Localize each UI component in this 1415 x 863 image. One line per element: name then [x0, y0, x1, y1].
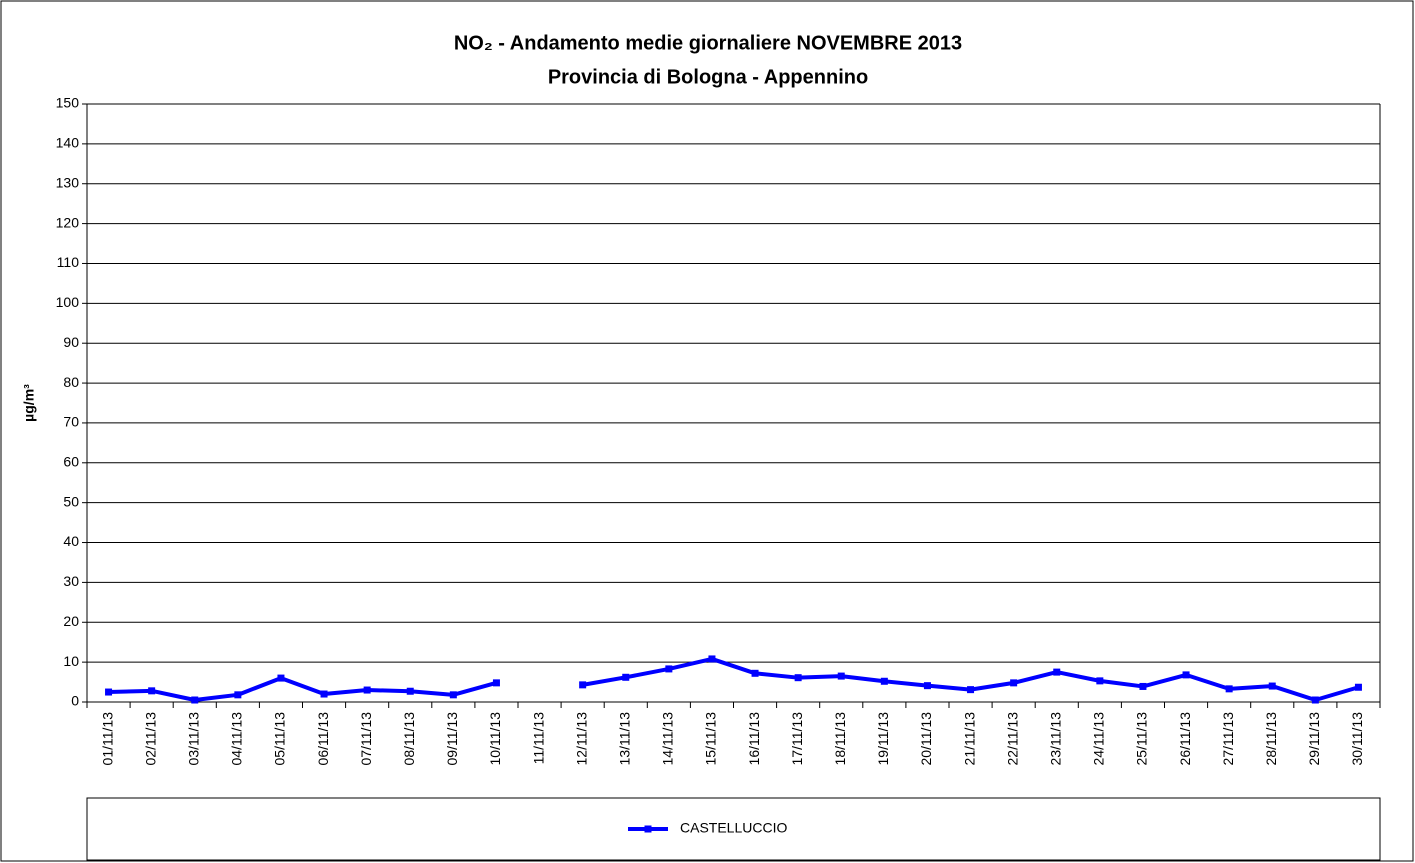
point	[1053, 668, 1061, 676]
point	[449, 691, 457, 699]
point	[492, 679, 500, 687]
point	[1225, 685, 1233, 693]
legend-marker	[644, 825, 652, 833]
x-tick-label: 29/11/13	[1306, 712, 1322, 766]
x-tick-label: 18/11/13	[832, 712, 848, 766]
point	[794, 674, 802, 682]
y-tick-label: 100	[56, 294, 80, 310]
y-tick-label: 20	[63, 613, 79, 629]
x-tick-label: 23/11/13	[1047, 712, 1063, 766]
x-tick-label: 06/11/13	[315, 712, 331, 766]
x-tick-label: 14/11/13	[660, 712, 676, 766]
point	[1354, 683, 1362, 691]
y-tick-label: 10	[63, 653, 79, 669]
x-tick-label: 20/11/13	[918, 712, 934, 766]
x-tick-label: 10/11/13	[487, 712, 503, 766]
x-tick-label: 16/11/13	[746, 712, 762, 766]
point	[1010, 679, 1018, 687]
x-tick-label: 26/11/13	[1177, 712, 1193, 766]
x-tick-label: 22/11/13	[1004, 712, 1020, 766]
point	[665, 665, 673, 673]
chart-subtitle: Provincia di Bologna - Appennino	[548, 66, 868, 88]
y-tick-label: 140	[56, 135, 80, 151]
x-tick-label: 24/11/13	[1091, 712, 1107, 766]
point	[148, 687, 156, 695]
x-tick-label: 01/11/13	[99, 712, 115, 766]
x-tick-label: 04/11/13	[229, 712, 245, 766]
y-tick-label: 60	[63, 454, 79, 470]
point	[751, 669, 759, 677]
x-tick-label: 27/11/13	[1220, 712, 1236, 766]
point	[234, 691, 242, 699]
point	[406, 687, 414, 695]
legend-box	[86, 797, 1381, 861]
point	[1268, 682, 1276, 690]
point	[363, 686, 371, 694]
y-tick-label: 40	[63, 533, 79, 549]
point	[105, 688, 113, 696]
x-tick-label: 17/11/13	[789, 712, 805, 766]
y-tick-label: 30	[63, 573, 79, 589]
y-tick-label: 90	[63, 334, 79, 350]
x-tick-label: 21/11/13	[961, 712, 977, 766]
point	[880, 677, 888, 685]
point	[837, 672, 845, 680]
point	[191, 696, 199, 704]
y-axis-label: µg/m³	[21, 384, 37, 422]
x-tick-label: 03/11/13	[185, 712, 201, 766]
x-tick-label: 08/11/13	[401, 712, 417, 766]
y-tick-label: 120	[56, 214, 80, 230]
point	[320, 690, 328, 698]
y-tick-label: 150	[56, 95, 80, 111]
x-tick-label: 12/11/13	[573, 712, 589, 766]
y-tick-label: 0	[71, 693, 79, 709]
y-tick-label: 130	[56, 174, 80, 190]
point	[579, 681, 587, 689]
y-tick-label: 110	[57, 254, 80, 270]
x-tick-label: 05/11/13	[272, 712, 288, 766]
point	[1311, 696, 1319, 704]
x-tick-label: 13/11/13	[616, 712, 632, 766]
x-tick-label: 25/11/13	[1134, 712, 1150, 766]
x-tick-label: 07/11/13	[358, 712, 374, 766]
x-tick-label: 02/11/13	[142, 712, 158, 766]
point	[1182, 671, 1190, 679]
point	[1096, 677, 1104, 685]
x-tick-label: 09/11/13	[444, 712, 460, 766]
point	[708, 655, 716, 663]
x-tick-label: 28/11/13	[1263, 712, 1279, 766]
y-tick-label: 80	[63, 374, 79, 390]
chart-title: NO₂ - Andamento medie giornaliere NOVEMB…	[454, 32, 962, 54]
x-tick-label: 11/11/13	[530, 712, 546, 765]
x-tick-label: 19/11/13	[875, 712, 891, 766]
point	[622, 673, 630, 681]
x-tick-label: 30/11/13	[1349, 712, 1365, 766]
point	[277, 674, 285, 682]
point	[1139, 682, 1147, 690]
point	[967, 686, 975, 694]
y-tick-label: 50	[63, 493, 79, 509]
point	[923, 682, 931, 690]
y-tick-label: 70	[63, 414, 79, 430]
legend-label: CASTELLUCCIO	[680, 820, 787, 836]
x-tick-label: 15/11/13	[703, 712, 719, 766]
